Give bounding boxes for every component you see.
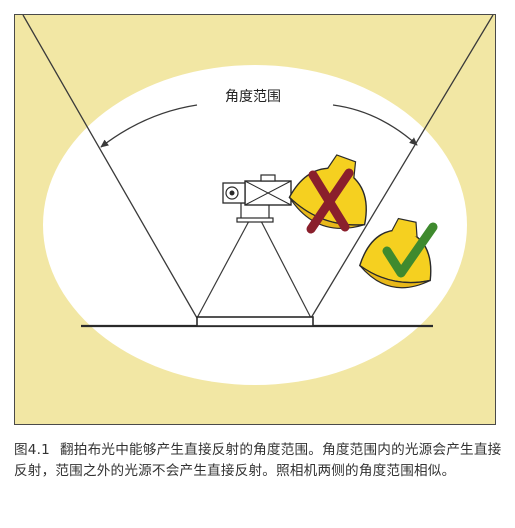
reflection-zone: [43, 65, 467, 385]
cross-mark-icon: [306, 168, 354, 234]
figure-caption: 图4.1 翻拍布光中能够产生直接反射的角度范围。角度范围内的光源会产生直接反射，范…: [14, 440, 502, 482]
camera-view-line-left: [196, 220, 250, 319]
caption-text: 翻拍布光中能够产生直接反射的角度范围。角度范围内的光源会产生直接反射，范围之外的…: [14, 442, 502, 479]
camera-icon: [222, 174, 292, 223]
right-angle-arrow: [332, 104, 418, 146]
original-document: [196, 316, 314, 327]
angle-label: 角度范围: [225, 88, 281, 105]
figure-number: 图4.1: [14, 442, 51, 458]
left-boundary-line: [22, 15, 198, 319]
left-angle-arrow: [100, 104, 198, 148]
check-mark-icon: [382, 222, 438, 278]
figure-frame: 角度范围: [14, 14, 496, 425]
camera-view-line-right: [260, 220, 312, 319]
reflection-diagram: 角度范围: [22, 15, 494, 385]
right-boundary-line: [310, 15, 494, 319]
